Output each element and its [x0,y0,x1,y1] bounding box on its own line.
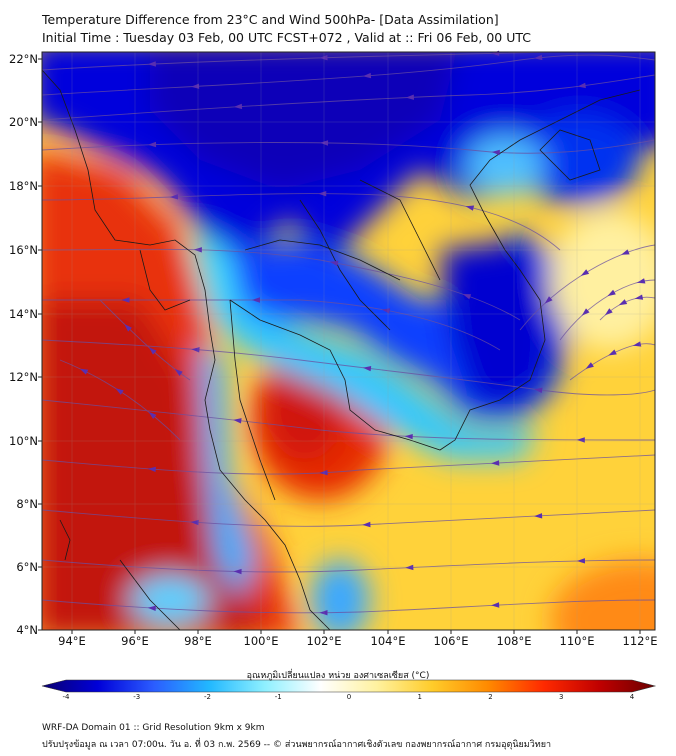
wind-arrow-icon [636,278,646,284]
wind-arrow-icon [634,294,644,300]
lat-label: 8°N [16,497,38,511]
temperature-field [42,52,655,630]
colorbar-label: อุณหภูมิเปลี่ยนแปลง หน่วย องศาเซลเซียส (… [246,671,430,681]
wind-arrow-icon [544,296,553,304]
lat-label: 18°N [9,179,38,193]
wind-arrow-icon [491,149,500,156]
wind-arrow-icon [233,418,242,424]
wind-arrow-icon [632,341,642,347]
wind-arrow-icon [147,61,156,67]
colorbar-tick: 3 [559,693,564,701]
wind-arrow-icon [329,260,339,266]
wind-arrow-icon [604,308,613,316]
wind-arrow-icon [362,72,372,79]
colorbar-tick: -4 [62,693,70,701]
wind-arrow-icon [319,140,329,146]
wind-arrow-icon [121,297,130,303]
wind-arrow-icon [618,299,628,306]
footer-credit: ปรับปรุงข้อมูล ณ เวลา 07:00น. วัน อ. ที่… [42,740,552,750]
wind-arrow-icon [169,194,179,200]
wind-arrow-icon [191,83,200,89]
wind-arrow-icon [608,349,617,356]
wind-arrow-icon [577,82,586,89]
wind-arrow-icon [148,141,157,148]
wind-arrowheads [79,50,646,616]
map-grid [42,52,655,630]
colorbar-tick: -3 [133,693,141,701]
lon-label: 110°E [559,634,595,648]
wind-arrow-icon [362,366,372,372]
wind-arrow-icon [585,362,594,369]
wind-arrow-icon [362,521,371,528]
wind-arrow-icon [491,602,500,608]
lon-label: 104°E [370,634,406,648]
wind-arrow-icon [319,55,328,61]
wind-arrow-icon [621,249,630,255]
wind-arrow-icon [576,558,585,564]
wind-arrow-icon [190,519,199,526]
wind-arrow-icon [115,388,124,395]
wind-arrow-icon [191,347,200,353]
lat-label: 22°N [9,52,38,66]
chart-title: Temperature Difference from 23°C and Win… [42,12,499,27]
wind-arrow-icon [193,247,202,253]
lat-label: 12°N [9,370,38,384]
colorbar-tick: 0 [346,693,352,701]
wind-arrow-icon [404,434,413,440]
wind-arrow-icon [581,308,590,316]
map-frame [41,51,656,631]
lat-label: 14°N [9,307,38,321]
wind-arrow-icon [147,466,156,472]
footer-domain-info: WRF-DA Domain 01 :: Grid Resolution 9km … [42,723,265,733]
wind-arrow-icon [381,308,391,314]
colorbar-tick: 2 [488,693,493,701]
colorbar [41,679,657,693]
wind-arrow-icon [233,568,242,575]
wind-arrow-icon [405,564,414,571]
wind-streamlines [42,52,655,614]
wind-arrow-icon [465,205,475,211]
lon-label: 112°E [622,634,658,648]
wind-arrow-icon [233,103,243,110]
wind-arrow-icon [251,297,260,303]
wind-arrow-icon [148,411,157,419]
lon-label: 98°E [184,634,212,648]
colorbar-tick: -2 [204,693,211,701]
wind-arrow-icon [576,437,585,443]
lat-label: 16°N [9,243,38,257]
wind-arrow-icon [147,605,156,611]
wind-arrow-icon [319,469,328,476]
wind-arrow-icon [580,269,590,276]
lon-label: 94°E [58,634,86,648]
colorbar-tick: 1 [417,693,422,701]
wind-arrow-icon [124,324,132,332]
wind-arrow-icon [534,54,543,61]
colorbar-tick: -1 [274,693,282,701]
lon-label: 100°E [243,634,279,648]
colorbar-tick: 4 [629,693,635,701]
wind-arrow-icon [491,460,500,466]
wind-arrow-icon [174,368,183,376]
lat-label: 10°N [9,434,38,448]
lat-label: 4°N [16,623,38,637]
lat-label: 6°N [16,560,38,574]
coastlines-borders [42,69,641,630]
chart-subtitle: Initial Time : Tuesday 03 Feb, 00 UTC FC… [42,30,531,45]
wind-arrow-icon [79,368,89,375]
lon-label: 106°E [433,634,469,648]
lat-label: 20°N [9,115,38,129]
lon-label: 108°E [496,634,532,648]
wind-arrow-icon [319,610,328,616]
wind-arrow-icon [405,94,414,100]
wind-arrow-icon [318,191,327,197]
wind-arrow-icon [534,513,543,519]
lon-label: 96°E [121,634,149,648]
wind-arrow-icon [148,347,157,355]
wind-arrow-icon [462,294,472,300]
wind-arrow-icon [534,387,543,393]
lon-label: 102°E [306,634,342,648]
wind-arrow-icon [607,289,616,297]
